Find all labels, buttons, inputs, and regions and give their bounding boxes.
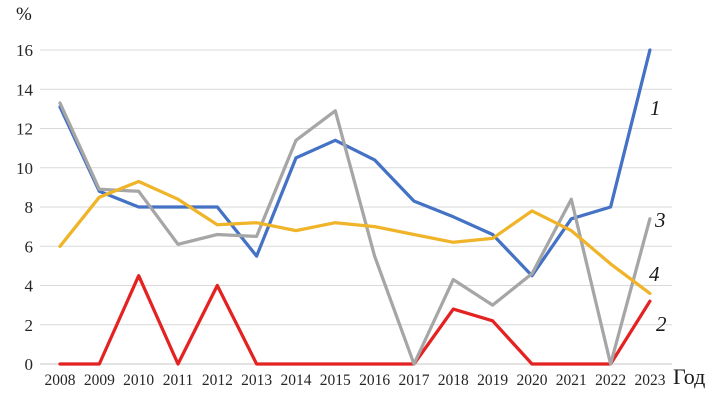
x-tick-label: 2015 [320,372,351,389]
x-tick-label: 2014 [280,372,311,389]
series-line-2 [58,274,652,366]
series-label-1: 1 [650,96,661,120]
series-line-3 [58,101,652,366]
x-tick-label: 2019 [477,372,508,389]
x-tick-label: 2012 [202,372,233,389]
x-tick-label: 2013 [241,372,272,389]
x-tick-label: 2011 [163,372,193,389]
y-axis-unit-label: % [16,4,32,25]
y-tick-label: 12 [16,120,33,139]
x-tick-label: 2010 [123,372,154,389]
x-tick-label: 2017 [398,372,429,389]
x-tick-label: 2018 [438,372,469,389]
series-label-4: 4 [649,262,660,286]
x-tick-label: 2020 [516,372,547,389]
series-line-4 [58,179,652,296]
y-tick-label: 16 [16,41,33,60]
series-line-1 [58,48,652,278]
x-tick-label: 2022 [595,372,626,389]
x-tick-label: 2021 [556,372,587,389]
x-axis-title: Год [673,364,706,389]
x-tick-label: 2008 [45,372,76,389]
series-label-3: 3 [654,208,666,232]
y-tick-label: 4 [25,277,34,296]
y-tick-label: 14 [16,80,34,99]
x-tick-label: 2016 [359,372,390,389]
y-tick-label: 0 [25,355,34,374]
y-tick-label: 10 [16,159,33,178]
y-tick-label: 6 [25,237,34,256]
x-tick-label: 2023 [634,372,665,389]
y-tick-label: 2 [25,316,34,335]
y-tick-label: 8 [25,198,34,217]
x-tick-label: 2009 [84,372,115,389]
series-label-2: 2 [656,312,667,336]
